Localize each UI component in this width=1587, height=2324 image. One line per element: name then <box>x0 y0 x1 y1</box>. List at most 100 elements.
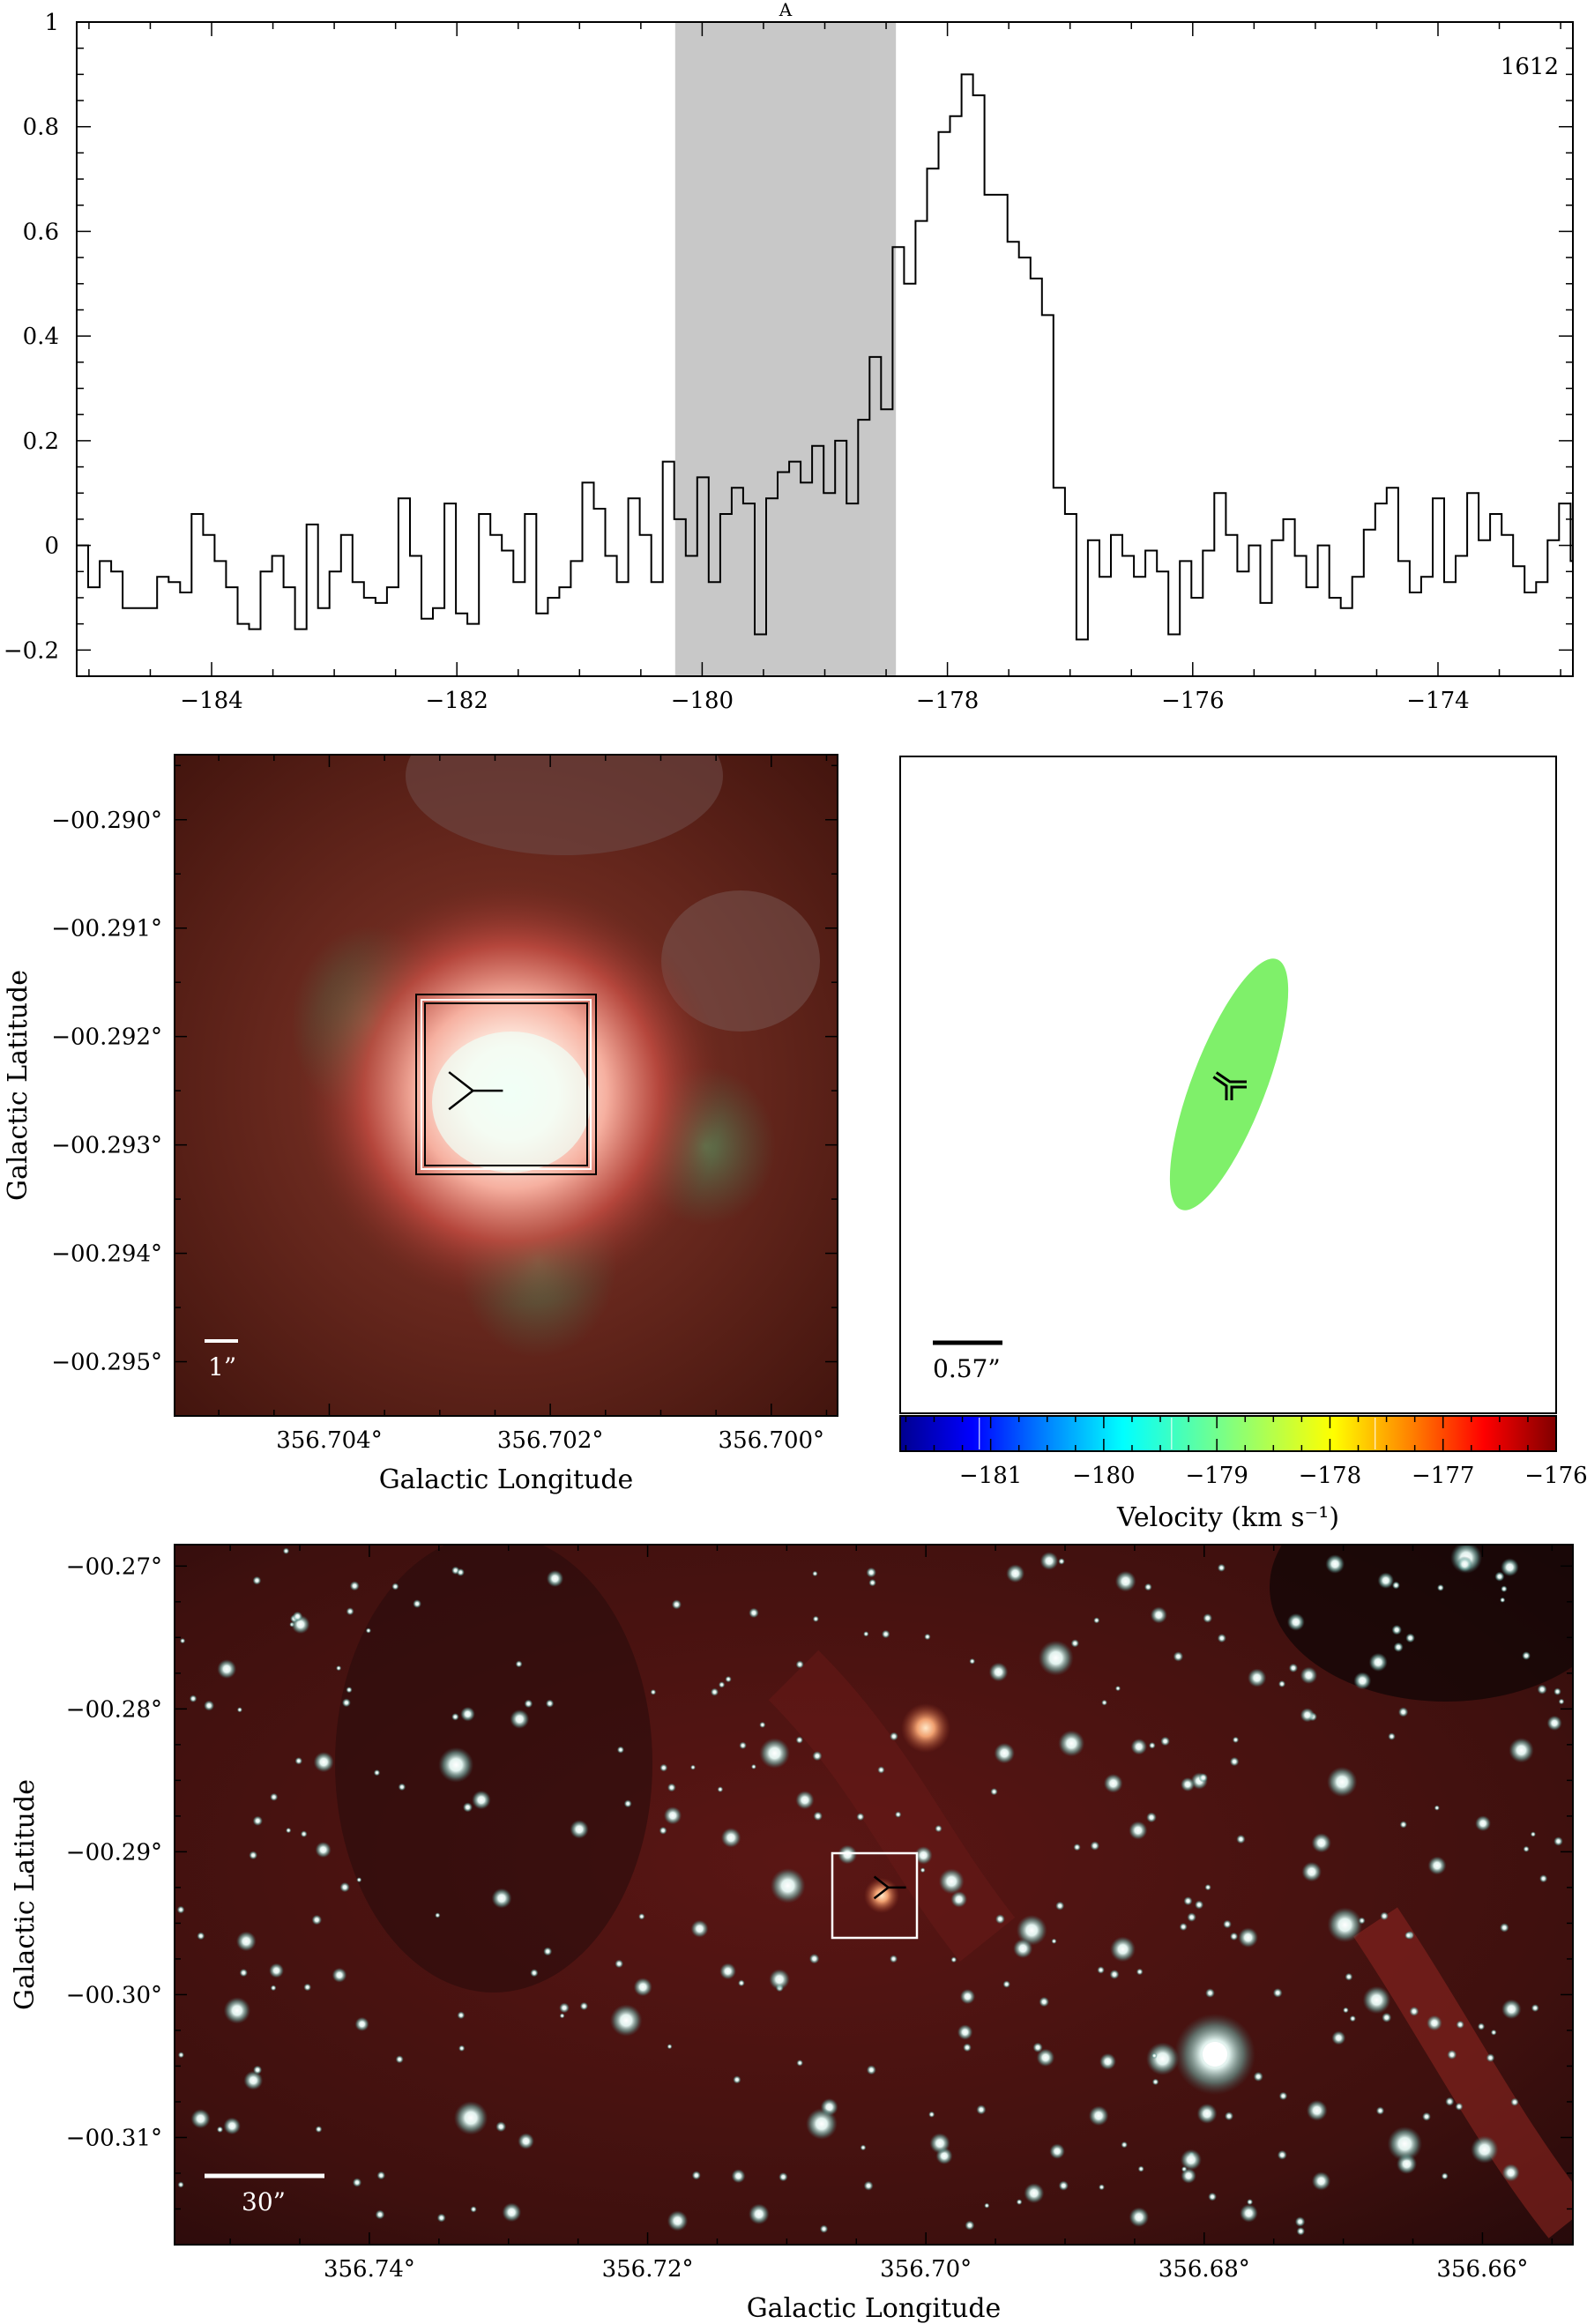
field-star <box>1393 1642 1404 1652</box>
field-star <box>1144 1583 1152 1591</box>
field-star <box>315 1842 332 1858</box>
zoom-x-tick-labels: 356.704° 356.702° 356.700° <box>276 1427 824 1454</box>
field-star <box>1180 2149 1202 2171</box>
field-star <box>1427 1856 1447 1875</box>
field-star <box>868 1578 876 1587</box>
field-star <box>1377 1572 1395 1589</box>
field-star <box>1300 1708 1315 1723</box>
field-star <box>1070 1639 1080 1648</box>
field-star <box>881 1629 890 1639</box>
field-star <box>1223 1919 1232 1929</box>
zoom-x-axis-title: Galactic Longitude <box>379 1464 634 1495</box>
field-star <box>356 1877 362 1883</box>
field-star <box>1151 2078 1159 2086</box>
field-star <box>994 1742 1015 1764</box>
field-star <box>691 2171 701 2180</box>
field-star <box>812 1615 819 1622</box>
spectrum-panel: A 1612 −184 −182 −180 −178 −176 −174 −0.2 0 0.2… <box>4 0 1574 714</box>
x-tick-label: 356.70° <box>880 2256 972 2283</box>
field-star <box>1097 1966 1105 1974</box>
field-star <box>750 1763 756 1769</box>
field-star <box>1101 1699 1107 1706</box>
y-tick-label: 0.2 <box>23 428 59 455</box>
field-star <box>667 2044 673 2050</box>
field-star <box>813 1811 823 1821</box>
field-star <box>929 2133 950 2154</box>
x-tick-label: −174 <box>1406 688 1469 714</box>
field-star <box>545 1699 555 1708</box>
field-star <box>354 2016 369 2031</box>
field-star <box>1038 1640 1074 1676</box>
field-star <box>1343 2007 1349 2014</box>
field-star <box>236 1707 242 1713</box>
region-label: A <box>779 0 793 20</box>
field-star <box>733 2075 741 2084</box>
field-star <box>223 1997 251 2024</box>
field-star <box>710 1687 719 1696</box>
field-star <box>856 1813 865 1821</box>
field-star <box>1196 2103 1218 2124</box>
field-star <box>718 1681 726 1688</box>
field-star <box>725 1675 732 1683</box>
field-star <box>1039 1996 1049 2007</box>
field-star <box>1553 1836 1563 1846</box>
field-star <box>1311 2171 1331 2191</box>
field-star <box>252 1575 262 1585</box>
field-star <box>294 1757 303 1765</box>
field-star <box>1539 1874 1548 1883</box>
field-star <box>717 1786 724 1792</box>
field-star <box>243 2070 264 2090</box>
field-star <box>1217 1563 1226 1572</box>
field-star <box>1447 2050 1457 2060</box>
field-star <box>1500 1597 1506 1603</box>
y-tick-label: −00.290° <box>51 808 162 834</box>
field-star <box>1224 2112 1234 2121</box>
zoom-y-axis-title: Galactic Latitude <box>3 970 34 1201</box>
field-star <box>460 1706 475 1722</box>
field-star <box>1300 1666 1318 1685</box>
x-tick-label: 356.74° <box>324 2256 415 2283</box>
field-star <box>339 1881 350 1893</box>
field-star <box>1475 1815 1491 1832</box>
field-star <box>1198 1773 1208 1783</box>
field-star <box>1160 1736 1170 1747</box>
field-star <box>659 1826 667 1835</box>
field-star <box>895 1811 902 1818</box>
field-star <box>1537 1684 1547 1695</box>
field-star <box>1471 2135 1499 2164</box>
y-tick-label: 1 <box>44 10 59 36</box>
field-star <box>860 2144 867 2151</box>
x-tick-label: −178 <box>916 688 979 714</box>
field-star <box>269 1963 284 1978</box>
field-star <box>1501 1558 1519 1577</box>
field-star <box>1427 2015 1442 2031</box>
field-star <box>1179 1922 1188 1932</box>
field-star <box>935 1824 943 1833</box>
field-star <box>1073 1844 1081 1851</box>
field-star <box>546 1569 564 1588</box>
field-star <box>1278 2091 1288 2101</box>
field-star <box>1173 1651 1184 1662</box>
field-star <box>1434 1805 1440 1811</box>
field-star <box>1477 2022 1486 2030</box>
field-star <box>1409 2006 1419 2016</box>
field-star <box>543 1947 553 1956</box>
field-star <box>1049 2143 1065 2159</box>
spectrum-x-tick-labels: −184 −182 −180 −178 −176 −174 <box>180 688 1469 714</box>
field-star <box>667 1783 676 1792</box>
x-tick-label: 356.700° <box>719 1427 825 1454</box>
field-star <box>1501 1585 1508 1592</box>
field-star <box>365 1628 371 1634</box>
field-star <box>332 1967 347 1983</box>
x-tick-label: −184 <box>180 688 242 714</box>
field-star <box>453 2101 488 2135</box>
field-star <box>1277 2149 1287 2160</box>
field-star <box>239 1968 248 1978</box>
field-star <box>1399 1821 1408 1829</box>
field-star <box>190 2109 211 2129</box>
field-star <box>1137 2165 1144 2172</box>
field-star <box>1238 1927 1258 1948</box>
field-star <box>719 1963 736 1980</box>
x-tick-label: 356.72° <box>602 2256 694 2283</box>
wide-y-tick-labels: −00.27° −00.28° −00.29° −00.30° −00.31° <box>66 1553 162 2151</box>
